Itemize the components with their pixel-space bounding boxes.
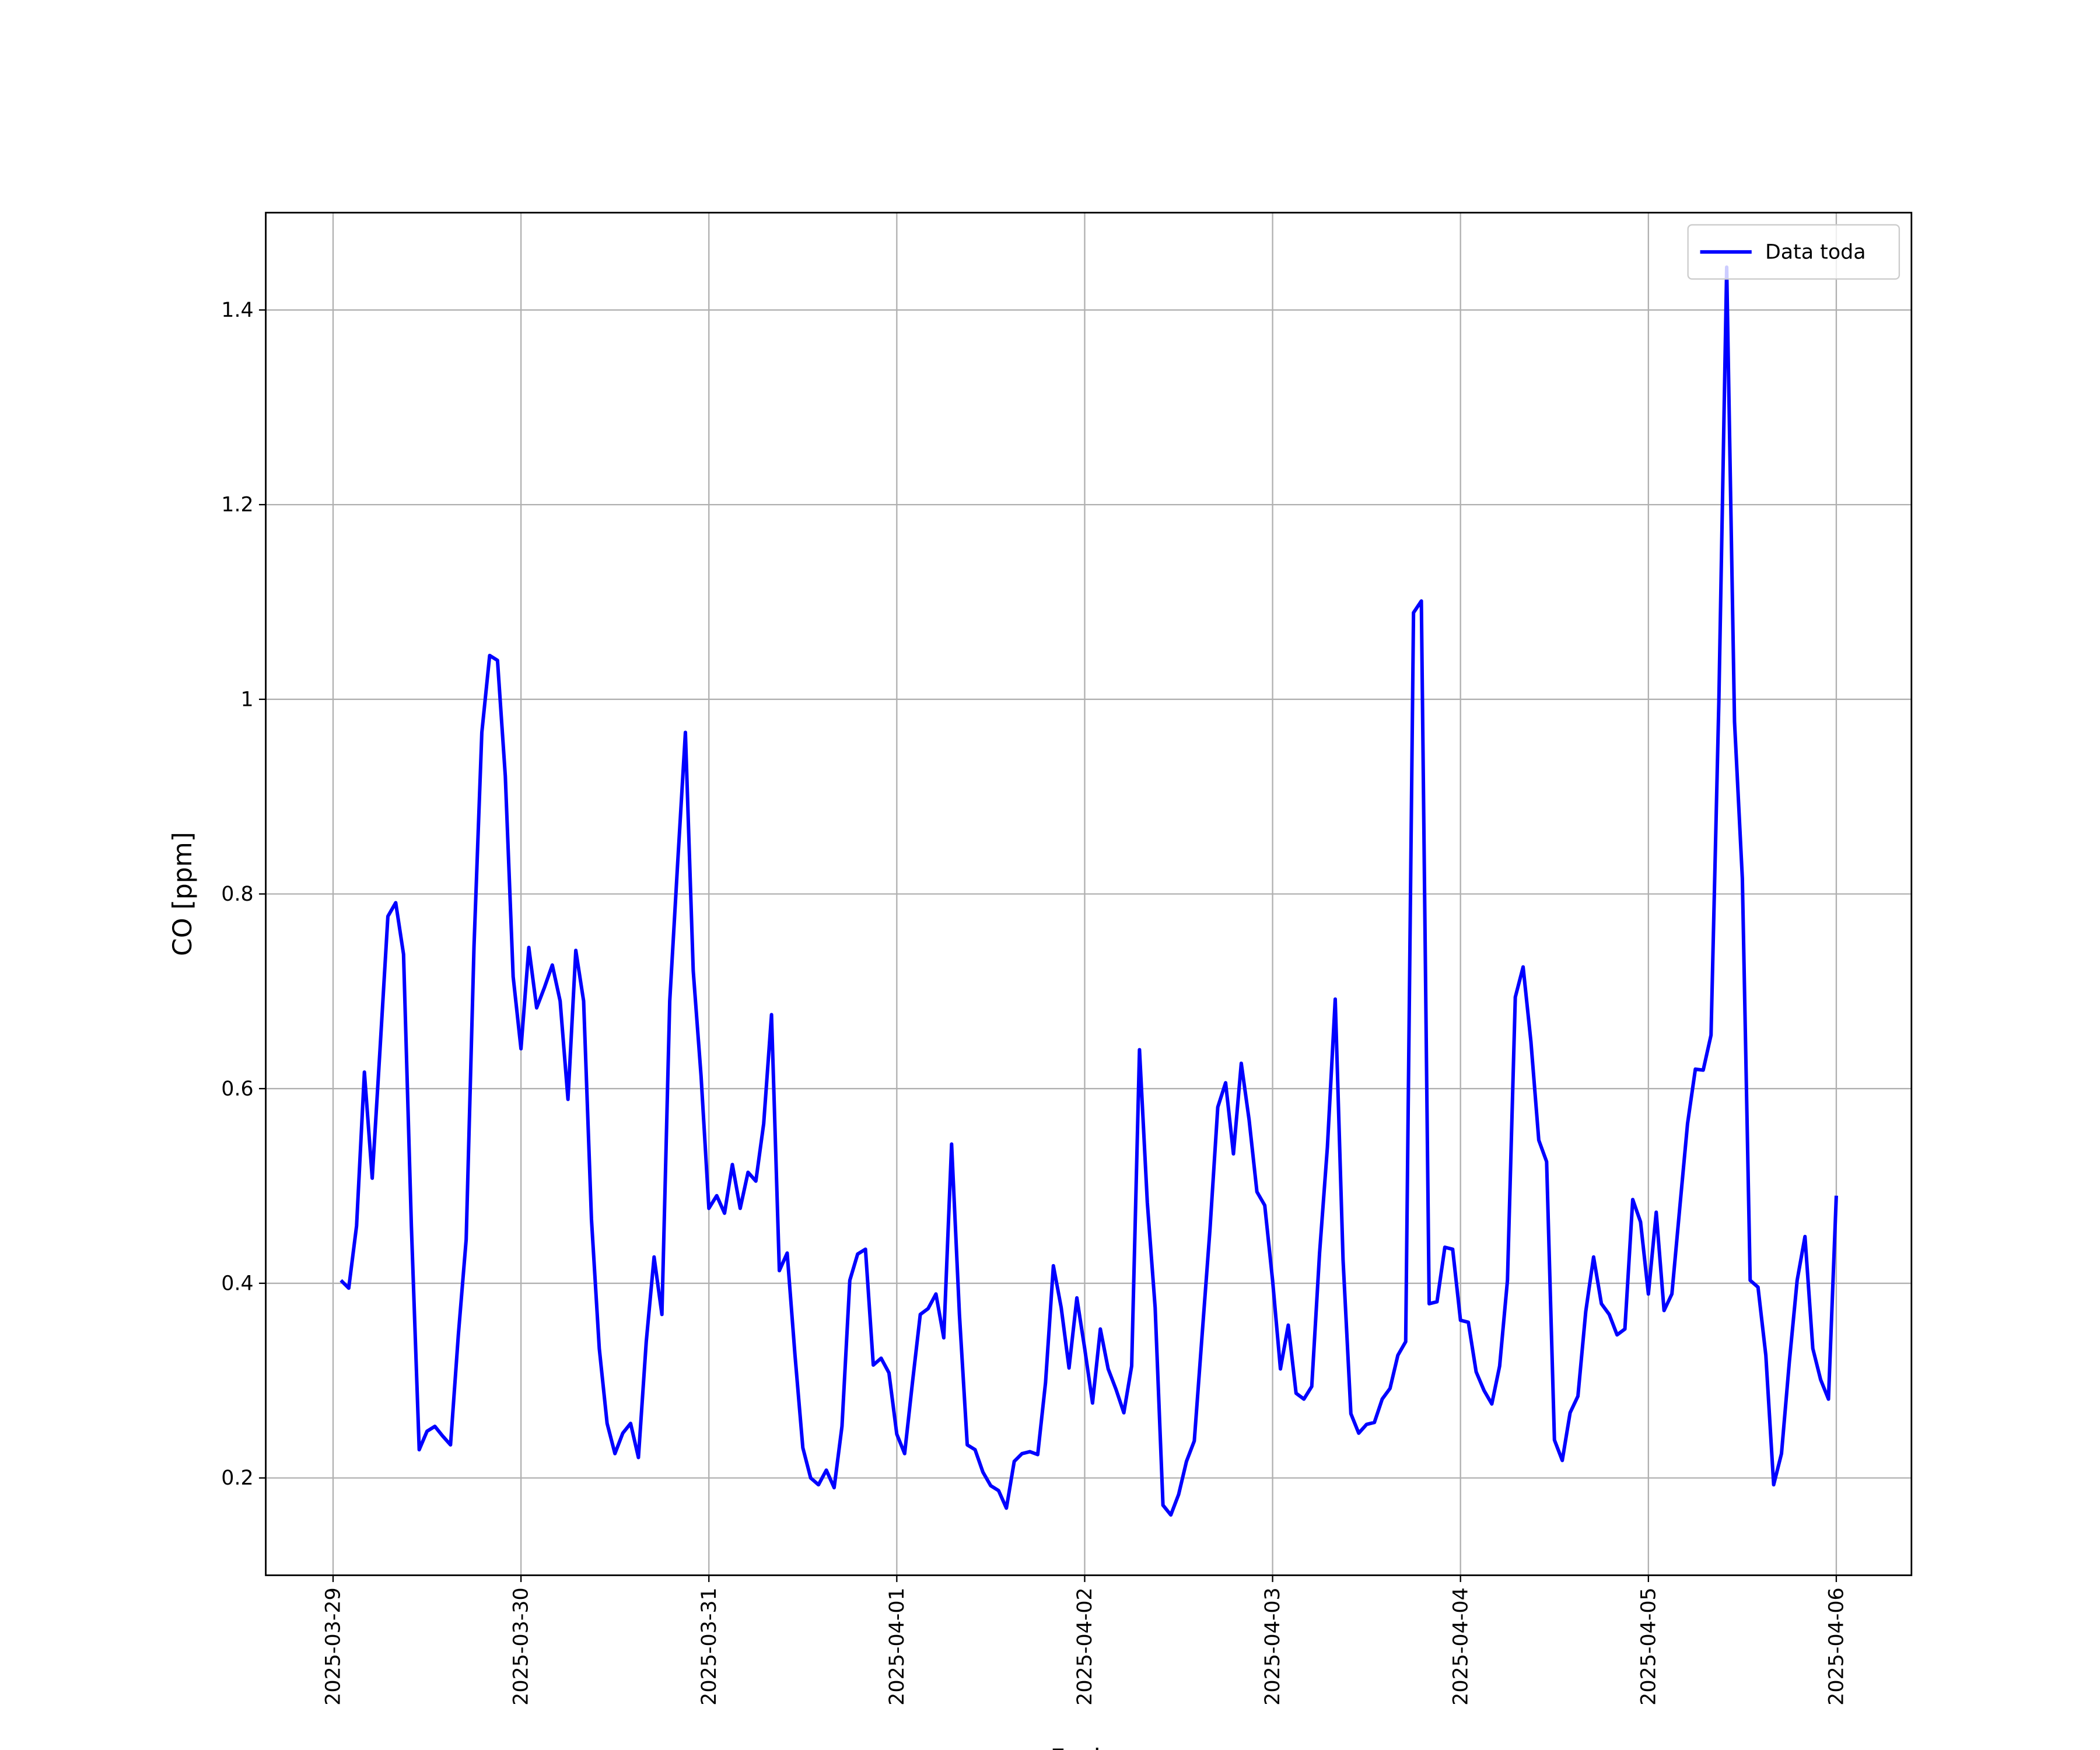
y-tick-label: 1.4 (221, 299, 253, 322)
x-tick-label: 2025-04-01 (886, 1587, 909, 1705)
x-tick-label: 2025-04-05 (1637, 1587, 1660, 1705)
legend-label: Data toda (1765, 240, 1866, 264)
x-tick-label: 2025-04-06 (1825, 1587, 1849, 1705)
x-tick-label: 2025-04-03 (1261, 1587, 1284, 1705)
y-tick-label: 0.4 (221, 1272, 253, 1296)
x-axis-label: Fecha (1050, 1744, 1125, 1750)
y-tick-label: 0.6 (221, 1077, 253, 1101)
y-tick-label: 0.2 (221, 1466, 253, 1490)
data-line (340, 265, 1838, 1517)
y-tick-label: 0.8 (221, 883, 253, 906)
x-tick-label: 2025-03-31 (698, 1587, 721, 1705)
x-tick-label: 2025-04-02 (1073, 1587, 1097, 1705)
x-tick-label: 2025-04-04 (1449, 1587, 1472, 1705)
legend-box (1687, 224, 1901, 280)
y-axis-label: CO [ppm] (168, 832, 198, 956)
x-tick-label: 2025-03-29 (322, 1587, 345, 1705)
y-tick-label: 1 (241, 688, 254, 711)
plot-frame (265, 212, 1913, 1576)
x-tick-label: 2025-03-30 (510, 1587, 533, 1705)
y-tick-label: 1.2 (221, 494, 253, 517)
legend: Data toda (1687, 224, 1901, 280)
